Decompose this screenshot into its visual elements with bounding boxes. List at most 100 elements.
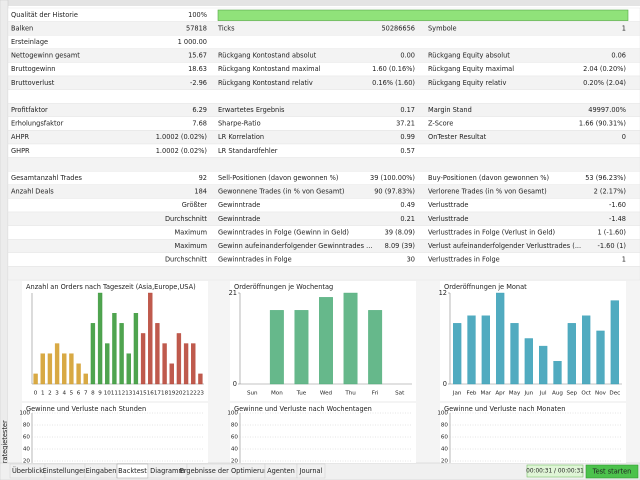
cell: Margin Stand xyxy=(428,106,472,114)
table-row xyxy=(7,75,640,90)
x-tick-label: 9 xyxy=(98,391,102,397)
cell: 1.0002 (0.02%) xyxy=(156,147,207,155)
x-tick-label: 16 xyxy=(147,391,155,397)
cell: Bruttoverlust xyxy=(11,79,55,87)
x-tick-label: 10 xyxy=(104,391,112,397)
cell: LR Standardfehler xyxy=(218,147,278,155)
bar xyxy=(343,292,358,385)
cell: 53 (96.23%) xyxy=(585,174,626,182)
cell: Erwartetes Ergebnis xyxy=(218,106,285,114)
table-row xyxy=(7,21,640,36)
y-tick-label: 80 xyxy=(441,423,449,429)
bar xyxy=(539,345,548,385)
x-tick-label: 15 xyxy=(140,391,148,397)
cell: 1 xyxy=(622,256,626,264)
y-tick-label: 0 xyxy=(443,380,447,388)
x-tick-label: 18 xyxy=(161,391,169,397)
tab-label[interactable]: Einstellungen xyxy=(43,467,88,475)
x-tick-label: 5 xyxy=(70,391,74,397)
tab[interactable] xyxy=(296,463,326,479)
tab-label[interactable]: Backtest xyxy=(118,467,147,475)
table-row xyxy=(7,62,640,77)
start-button-label[interactable]: Test starten xyxy=(592,468,632,476)
x-tick-label: 13 xyxy=(125,391,133,397)
cell: Gewonnene Trades (in % von Gesamt) xyxy=(218,188,344,196)
progress-time: 00:00:31 / 00:00:31 xyxy=(526,469,584,475)
y-tick-label: 60 xyxy=(231,435,239,441)
table-row xyxy=(7,116,640,131)
tab-label[interactable]: Agenten xyxy=(267,467,295,475)
bar xyxy=(524,338,533,385)
cell: LR Korrelation xyxy=(218,133,264,141)
table-row xyxy=(7,252,640,267)
cell: AHPR xyxy=(11,133,29,141)
cell: Rückgang Equity absolut xyxy=(428,52,510,60)
bar xyxy=(596,330,605,385)
bar xyxy=(453,323,462,385)
cell: Rückgang Kontostand maximal xyxy=(218,65,321,73)
cell: Z-Score xyxy=(428,120,453,128)
start-button[interactable] xyxy=(585,464,639,479)
cell: 1.60 (0.16%) xyxy=(372,65,415,73)
cell: Durchschnitt xyxy=(165,215,207,223)
tab-label[interactable]: Journal xyxy=(299,467,323,475)
bar xyxy=(481,315,490,385)
cell: 1.0002 (0.02%) xyxy=(156,133,207,141)
x-tick-label: 1 xyxy=(41,391,45,397)
y-tick-label: 21 xyxy=(229,289,237,297)
cell: 0.17 xyxy=(400,106,415,114)
cell: Maximum xyxy=(175,228,208,236)
bar xyxy=(582,315,591,385)
x-tick-label: Sun xyxy=(247,391,258,397)
bar xyxy=(54,343,60,385)
table-row xyxy=(7,266,640,281)
bar xyxy=(162,343,167,385)
bar xyxy=(105,343,110,385)
cell: Qualität der Historie xyxy=(11,11,78,19)
bar xyxy=(198,373,203,385)
cell: 39 (100.00%) xyxy=(370,174,415,182)
cell: 2.04 (0.20%) xyxy=(583,65,626,73)
table-row xyxy=(7,157,640,172)
cell: Gewinntrades in Folge (Gewinn in Geld) xyxy=(218,228,349,236)
cell: 0 xyxy=(622,133,626,141)
cell: 0.57 xyxy=(400,147,415,155)
cell: 2 (2.17%) xyxy=(594,188,626,196)
bar xyxy=(119,323,124,385)
y-tick-label: 100 xyxy=(227,411,238,417)
tab-label[interactable]: Überblick xyxy=(12,466,43,475)
x-tick-label: 2 xyxy=(48,391,52,397)
bar xyxy=(169,363,174,385)
cell: 0.06 xyxy=(611,52,626,60)
cell: Gewinntrade xyxy=(218,201,260,209)
x-tick-label: 14 xyxy=(132,391,140,397)
y-tick-label: 80 xyxy=(231,423,239,429)
cell: -2.96 xyxy=(190,79,207,87)
cell: Verlorene Trades (in % von Gesamt) xyxy=(428,188,547,196)
y-tick-label: 80 xyxy=(23,423,31,429)
tab-label[interactable]: Ergebnisse der Optimierung xyxy=(180,467,273,475)
x-tick-label: Aug xyxy=(552,391,563,397)
y-tick-label: 100 xyxy=(437,411,448,417)
chart-title: Gewinne und Verluste nach Wochentagen xyxy=(234,405,372,413)
cell: 90 (97.83%) xyxy=(374,188,415,196)
cell: Größter xyxy=(182,201,208,209)
cell: 0.16% (1.60) xyxy=(372,79,415,87)
bar xyxy=(97,292,103,385)
x-tick-label: 12 xyxy=(118,391,125,397)
cell: Sell-Positionen (davon gewonnen %) xyxy=(218,174,339,182)
cell: 15.67 xyxy=(188,52,207,60)
cell: Durchschnitt xyxy=(165,256,207,264)
chart-title: Anzahl an Orders nach Tageszeit (Asia,Eu… xyxy=(26,283,196,291)
cell: OnTester Resultat xyxy=(428,133,487,141)
bar xyxy=(76,363,81,385)
table-row xyxy=(7,35,640,50)
cell: Nettogewinn gesamt xyxy=(11,52,80,60)
chart-title: Gewinne und Verluste nach Stunden xyxy=(26,405,146,413)
tab-label[interactable]: Eingaben xyxy=(86,467,117,475)
table-row xyxy=(7,89,640,104)
table-row xyxy=(7,130,640,145)
bar xyxy=(294,310,309,385)
bar xyxy=(176,333,182,385)
tab-label[interactable]: Diagramm xyxy=(150,467,185,475)
